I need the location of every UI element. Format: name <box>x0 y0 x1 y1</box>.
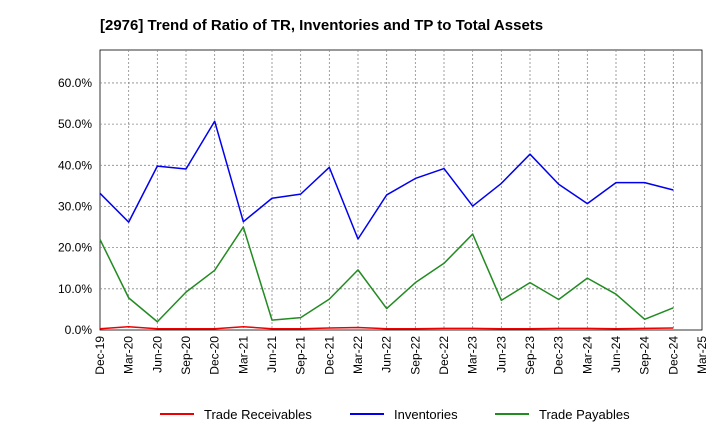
x-tick-label: Dec-22 <box>437 336 451 375</box>
legend-label: Trade Payables <box>539 407 630 422</box>
x-tick-label: Mar-25 <box>695 336 709 374</box>
x-tick-label: Jun-21 <box>265 336 279 373</box>
plot-area <box>99 49 703 331</box>
y-tick-label: 40.0% <box>58 158 92 172</box>
y-tick-label: 10.0% <box>58 282 92 296</box>
series-line-inventories <box>99 120 674 240</box>
series-lines <box>99 120 674 330</box>
y-tick-label: 50.0% <box>58 117 92 131</box>
plot-frame <box>99 49 703 331</box>
x-tick-label: Mar-23 <box>466 336 480 374</box>
x-tick-label: Jun-22 <box>380 336 394 373</box>
x-tick-label: Mar-20 <box>122 336 136 374</box>
legend-label: Trade Receivables <box>204 407 312 422</box>
chart-title: [2976] Trend of Ratio of TR, Inventories… <box>100 17 543 34</box>
legend-label: Inventories <box>394 407 458 422</box>
y-tick-label: 0.0% <box>65 323 93 337</box>
x-tick-label: Mar-21 <box>236 336 250 374</box>
x-tick-label: Jun-24 <box>609 336 623 373</box>
x-tick-label: Dec-23 <box>552 336 566 375</box>
x-tick-label: Sep-23 <box>523 336 537 375</box>
x-axis: Dec-19 Mar-20 Jun-20 Sep-20 Dec-20 Mar-21 Jun-… <box>93 336 709 375</box>
y-tick-label: 60.0% <box>58 76 92 90</box>
x-tick-label: Jun-23 <box>494 336 508 373</box>
legend: Trade Receivables Inventories Trade Payabl… <box>160 407 630 422</box>
x-tick-label: Dec-19 <box>93 336 107 375</box>
x-tick-label: Sep-21 <box>294 336 308 375</box>
x-tick-label: Sep-24 <box>638 336 652 375</box>
y-tick-label: 20.0% <box>58 241 92 255</box>
series-line-trade-receivables <box>99 325 674 330</box>
x-tick-label: Dec-24 <box>666 336 680 375</box>
x-tick-label: Mar-24 <box>580 336 594 374</box>
x-tick-label: Dec-21 <box>322 336 336 375</box>
y-axis: 0.0% 10.0% 20.0% 30.0% 40.0% 50.0% 60.0% <box>58 76 92 337</box>
series-line-trade-payables <box>99 226 674 323</box>
x-tick-label: Dec-20 <box>208 336 222 375</box>
x-tick-label: Jun-20 <box>150 336 164 373</box>
x-tick-label: Sep-22 <box>408 336 422 375</box>
x-tick-label: Mar-22 <box>351 336 365 374</box>
x-tick-label: Sep-20 <box>179 336 193 375</box>
y-tick-label: 30.0% <box>58 199 92 213</box>
